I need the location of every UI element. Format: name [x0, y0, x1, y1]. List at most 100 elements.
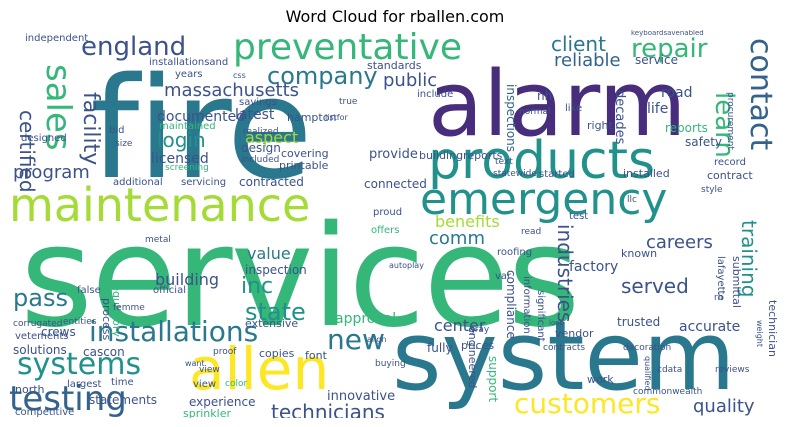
- word-vetements: vetements: [15, 331, 69, 342]
- word-started: started: [539, 169, 575, 180]
- word-certified: certified: [15, 110, 39, 193]
- word-read: read: [521, 227, 542, 237]
- word-view: view: [193, 379, 217, 390]
- word-proud: proud: [373, 207, 403, 218]
- word-pass: pass: [13, 284, 68, 312]
- word-design: design: [241, 141, 281, 155]
- word-commonwealth: commonwealth: [633, 387, 703, 397]
- word-rb: rb: [714, 293, 724, 303]
- word-decoration: decoration: [623, 343, 672, 353]
- word-trusted: trusted: [617, 315, 661, 329]
- word-var: var: [495, 271, 512, 282]
- word-engineered: engineered: [466, 326, 479, 389]
- word-buildingreports: buildingreports: [419, 149, 503, 162]
- word-normal: normal: [519, 107, 551, 117]
- word-safety: safety: [685, 135, 723, 149]
- word-false: false: [77, 285, 101, 296]
- word-savings: savings: [239, 97, 277, 108]
- word-center: center: [434, 316, 486, 335]
- word-years: years: [175, 69, 203, 80]
- word-new: new: [327, 323, 385, 356]
- word-printable: printable: [279, 159, 329, 172]
- word-customers: customers: [514, 387, 661, 418]
- word-licensed: licensed: [151, 151, 209, 167]
- word-sprinkler: sprinkler: [183, 407, 231, 418]
- word-align: align: [367, 335, 387, 344]
- word-installationsand: installationsand: [149, 57, 229, 68]
- word-aspect: aspect: [245, 128, 299, 147]
- word-factory: factory: [569, 259, 619, 275]
- word-test: test: [569, 211, 589, 222]
- word-innovative: innovative: [327, 389, 396, 404]
- word-company: company: [267, 62, 378, 90]
- word-experience: experience: [189, 395, 256, 409]
- word-copies: copies: [259, 347, 295, 360]
- word-service: service: [635, 53, 678, 67]
- word-reliable: reliable: [554, 50, 621, 71]
- word-size: size: [115, 139, 133, 149]
- word-independent: independent: [25, 33, 89, 44]
- word-procurement: procurement: [725, 92, 735, 150]
- word-emergency: emergency: [420, 174, 668, 225]
- word-inspections: inspections: [504, 84, 518, 153]
- chart-title: Word Cloud for rballen.com: [285, 7, 505, 26]
- word-view-2: view: [199, 365, 220, 375]
- word-bid: bid: [109, 125, 125, 136]
- word-accurate: accurate: [679, 319, 741, 335]
- word-connected: connected: [364, 177, 427, 191]
- word-repair: repair: [631, 34, 708, 64]
- word-approval: approval: [335, 311, 397, 327]
- word-compliance: compliance: [504, 270, 518, 339]
- word-documented: documented: [157, 109, 246, 125]
- word-included: included: [241, 155, 280, 165]
- word-products: products: [428, 131, 656, 191]
- word-road: road: [661, 85, 693, 101]
- word-keyboardsavenabled: keyboardsavenabled: [631, 30, 704, 37]
- word-time: time: [111, 377, 134, 388]
- word-standards: standards: [367, 59, 422, 72]
- word-listfor: listfor: [325, 113, 348, 122]
- word-entities: entities: [63, 317, 97, 327]
- word-font: font: [305, 349, 327, 362]
- word-facility: facility: [78, 92, 103, 166]
- word-program: program: [13, 162, 90, 183]
- word-alarm: alarm: [428, 52, 687, 157]
- word-hampton: hampton: [287, 111, 337, 124]
- word-fire: fire: [90, 48, 313, 211]
- word-covering: covering: [281, 147, 329, 160]
- word-competitive: competitive: [15, 407, 75, 418]
- word-crews: crews: [41, 325, 76, 339]
- word-femme: femme: [113, 303, 145, 313]
- word-learn: learn: [709, 92, 739, 158]
- word-value: value: [247, 244, 291, 263]
- word-services: services: [20, 196, 580, 359]
- word-careers: careers: [646, 232, 713, 253]
- word-industries: industries: [553, 224, 577, 323]
- word-additional: additional: [113, 177, 163, 188]
- word-fully: fully: [427, 341, 453, 355]
- word-corrugated: corrugated: [13, 319, 63, 329]
- word-llc: llc: [627, 195, 637, 205]
- word-screening: screening: [165, 163, 209, 173]
- word-statements: statements: [89, 393, 158, 407]
- word-css: css: [233, 71, 246, 80]
- word-lafayette: lafayette: [715, 256, 726, 301]
- word-reviews: reviews: [715, 365, 750, 375]
- word-style: style: [701, 185, 723, 195]
- word-metal: metal: [145, 235, 171, 245]
- word-reports: reports: [665, 121, 708, 135]
- word-statewide: statewide: [493, 169, 537, 179]
- word-client: client: [551, 32, 606, 56]
- word-roofing: roofing: [497, 247, 533, 258]
- word-include: include: [417, 89, 454, 100]
- word-decades: decades: [612, 90, 627, 145]
- word-regulatory: regulatory: [110, 280, 123, 337]
- word-contract: contract: [707, 169, 753, 182]
- word-work: work: [587, 373, 614, 386]
- word-color: color: [225, 379, 248, 389]
- word-loop: loop: [549, 319, 564, 327]
- word-inspection: inspection: [245, 263, 307, 277]
- word-building: building: [155, 270, 220, 289]
- word-massachusetts: massachusetts: [164, 80, 300, 101]
- word-provide: provide: [369, 147, 418, 162]
